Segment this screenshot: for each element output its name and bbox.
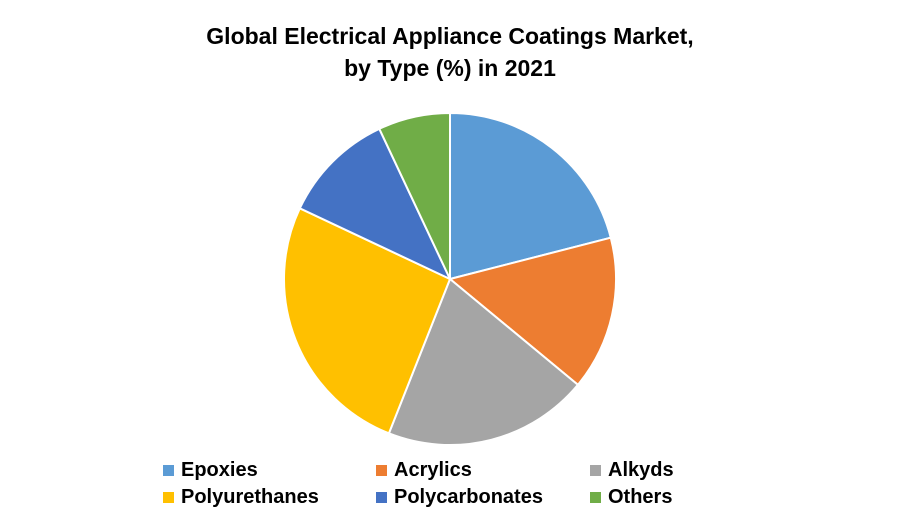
- legend-label: Polycarbonates: [394, 486, 543, 508]
- legend-swatch: [376, 492, 387, 503]
- chart-title-line-2: by Type (%) in 2021: [344, 55, 556, 81]
- legend-item-polyurethanes: Polyurethanes: [163, 486, 319, 509]
- chart-title: Global Electrical Appliance Coatings Mar…: [0, 20, 900, 84]
- pie-slice-others: [377, 111, 451, 280]
- pie-slice-epoxies: [449, 111, 613, 281]
- pie-slice-alkyds: [387, 277, 580, 446]
- pie-slice-acrylics: [447, 236, 617, 387]
- pie-slice-polycarbonates: [298, 127, 453, 282]
- legend-swatch: [590, 465, 601, 476]
- legend-item-acrylics: Acrylics: [376, 459, 472, 482]
- legend-item-epoxies: Epoxies: [163, 459, 258, 482]
- legend-item-polycarbonates: Polycarbonates: [376, 486, 543, 509]
- legend-label: Epoxies: [181, 459, 258, 481]
- legend-item-alkyds: Alkyds: [590, 459, 674, 482]
- legend-label: Acrylics: [394, 459, 472, 481]
- pie-slice-polyurethanes: [283, 206, 452, 435]
- chart-title-line-1: Global Electrical Appliance Coatings Mar…: [206, 23, 694, 49]
- legend-label: Others: [608, 486, 673, 508]
- legend-label: Alkyds: [608, 459, 674, 481]
- legend-label: Polyurethanes: [181, 486, 319, 508]
- legend-item-others: Others: [590, 486, 672, 509]
- legend-swatch: [163, 465, 174, 476]
- legend-swatch: [376, 465, 387, 476]
- legend-swatch: [163, 492, 174, 503]
- legend-swatch: [590, 492, 601, 503]
